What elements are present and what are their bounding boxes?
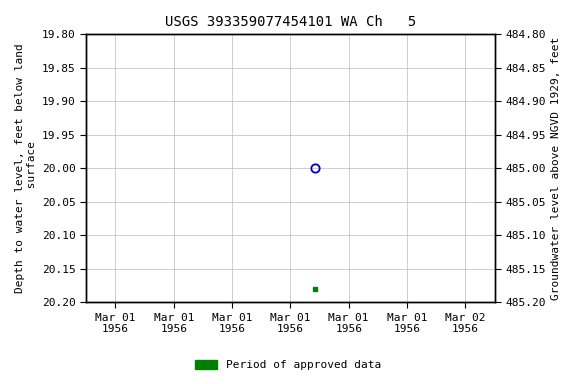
Legend: Period of approved data: Period of approved data	[191, 356, 385, 375]
Y-axis label: Groundwater level above NGVD 1929, feet: Groundwater level above NGVD 1929, feet	[551, 37, 561, 300]
Title: USGS 393359077454101 WA Ch   5: USGS 393359077454101 WA Ch 5	[165, 15, 416, 29]
Y-axis label: Depth to water level, feet below land
 surface: Depth to water level, feet below land su…	[15, 43, 37, 293]
